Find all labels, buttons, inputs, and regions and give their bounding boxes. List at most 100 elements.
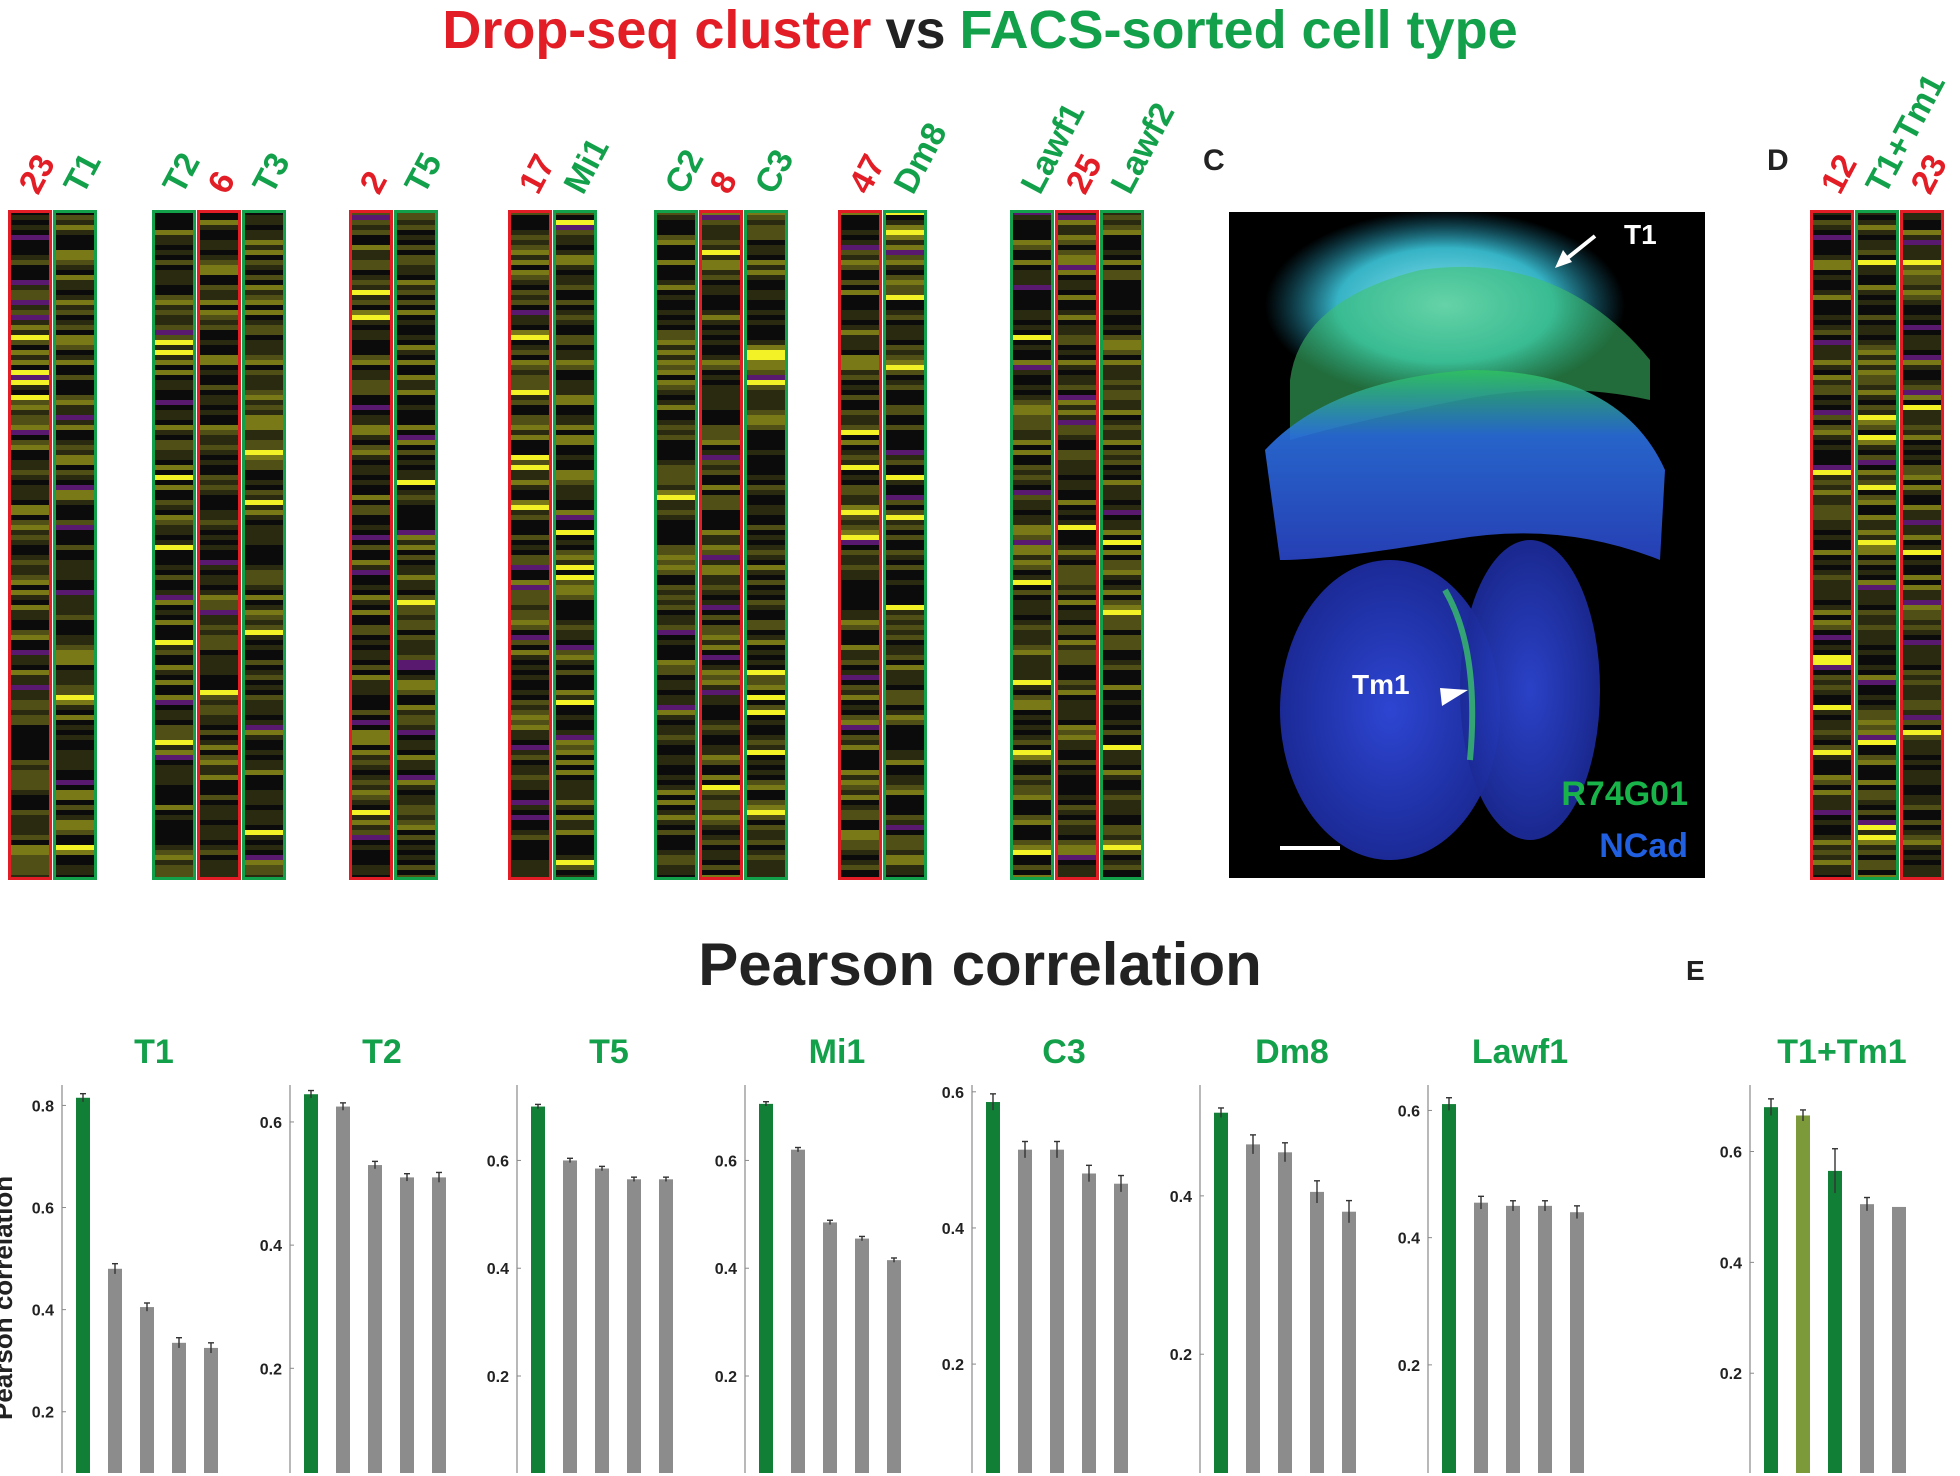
heatmap-gene-row xyxy=(654,215,698,220)
heatmap-gene-row xyxy=(508,640,552,645)
heatmap-gene-row xyxy=(1100,340,1144,345)
heatmap-gene-row xyxy=(699,820,743,825)
heatmap-gene-row xyxy=(553,335,597,340)
heatmap-gene-row xyxy=(508,675,552,680)
heatmap-gene-row xyxy=(1810,660,1854,665)
heatmap-column: T5 xyxy=(394,147,450,880)
heatmap-gene-row xyxy=(8,430,52,435)
heatmap-gene-row xyxy=(1810,385,1854,390)
heatmap-gene-row xyxy=(553,830,597,835)
heatmap-gene-row xyxy=(553,355,597,360)
heatmap-gene-row xyxy=(883,785,927,790)
heatmap-gene-row xyxy=(654,385,698,390)
heatmap-gene-row xyxy=(1900,830,1944,835)
heatmap-gene-row xyxy=(1055,810,1099,815)
heatmap-gene-row xyxy=(8,470,52,475)
heatmap-gene-row xyxy=(8,660,52,665)
heatmap-gene-row xyxy=(1100,505,1144,510)
heatmap-gene-row xyxy=(1100,485,1144,490)
heatmap-gene-row xyxy=(394,600,438,605)
heatmap-gene-row xyxy=(152,540,196,545)
heatmap-gene-row xyxy=(242,630,286,635)
heatmap-gene-row xyxy=(1810,400,1854,405)
heatmap-gene-row xyxy=(1100,825,1144,830)
heatmap-gene-row xyxy=(1010,385,1054,390)
heatmap-gene-row xyxy=(508,480,552,485)
heatmap-gene-row xyxy=(654,345,698,350)
heatmap-gene-row xyxy=(883,675,927,680)
heatmap-gene-row xyxy=(883,500,927,505)
heatmap-gene-row xyxy=(883,380,927,385)
heatmap-gene-row xyxy=(553,740,597,745)
title-drop-seq: Drop-seq cluster xyxy=(442,0,871,60)
heatmap-gene-row xyxy=(8,290,52,295)
heatmap-column: Lawf1 xyxy=(1010,97,1092,880)
heatmap-gene-row xyxy=(1055,715,1099,720)
heatmap-gene-row xyxy=(1855,580,1899,585)
heatmap-gene-row xyxy=(654,700,698,705)
heatmap-gene-row xyxy=(1010,750,1054,755)
heatmap-gene-row xyxy=(8,690,52,695)
heatmap-gene-row xyxy=(1010,790,1054,795)
y-tick-label: 0.6 xyxy=(942,1085,964,1102)
heatmap-gene-row xyxy=(8,555,52,560)
heatmap-gene-row xyxy=(744,810,788,815)
heatmap-gene-row xyxy=(1010,465,1054,470)
heatmap-gene-row xyxy=(1010,755,1054,760)
heatmap-gene-row xyxy=(1010,470,1054,475)
heatmap-gene-row xyxy=(1100,850,1144,855)
heatmap-gene-row xyxy=(8,475,52,480)
heatmap-gene-row xyxy=(838,425,882,430)
heatmap-gene-row xyxy=(1055,395,1099,400)
y-tick-label: 0.2 xyxy=(1398,1358,1420,1375)
heatmap-gene-row xyxy=(394,645,438,650)
heatmap-gene-row xyxy=(394,680,438,685)
heatmap-gene-row xyxy=(242,575,286,580)
heatmap-gene-row xyxy=(654,365,698,370)
heatmap-gene-row xyxy=(1855,625,1899,630)
heatmap-gene-row xyxy=(744,235,788,240)
heatmap-gene-row xyxy=(838,465,882,470)
heatmap-gene-row xyxy=(1010,560,1054,565)
heatmap-gene-row xyxy=(53,815,97,820)
heatmap-gene-row xyxy=(654,815,698,820)
heatmap-gene-row xyxy=(53,865,97,870)
heatmap-gene-row xyxy=(1055,325,1099,330)
heatmap-gene-row xyxy=(242,320,286,325)
heatmap-gene-row xyxy=(838,410,882,415)
heatmap-gene-row xyxy=(349,865,393,870)
heatmap-gene-row xyxy=(53,455,97,460)
heatmap-gene-row xyxy=(1900,630,1944,635)
heatmap-gene-row xyxy=(553,485,597,490)
heatmap-column-border xyxy=(1900,210,1944,880)
heatmap-column: T3 xyxy=(242,147,298,880)
heatmap-gene-row xyxy=(349,785,393,790)
heatmap-gene-row xyxy=(1855,525,1899,530)
heatmap-gene-row xyxy=(744,800,788,805)
heatmap-column-label: T2 xyxy=(156,147,208,200)
heatmap-gene-row xyxy=(152,525,196,530)
heatmap-gene-row xyxy=(1900,280,1944,285)
heatmap-gene-row xyxy=(349,655,393,660)
heatmap-gene-row xyxy=(553,230,597,235)
heatmap-gene-row xyxy=(53,525,97,530)
heatmap-gene-row xyxy=(508,320,552,325)
heatmap-gene-row xyxy=(1100,830,1144,835)
heatmap-gene-row xyxy=(53,850,97,855)
heatmap-gene-row xyxy=(1855,300,1899,305)
heatmap-column: 12 xyxy=(1810,149,1865,880)
heatmap-column: 25 xyxy=(1055,149,1110,880)
heatmap-gene-row xyxy=(883,820,927,825)
heatmap-gene-row xyxy=(197,260,241,265)
lobula-region xyxy=(1280,560,1500,860)
heatmap-gene-row xyxy=(654,865,698,870)
heatmap-gene-row xyxy=(1810,720,1854,725)
heatmap-gene-row xyxy=(1100,600,1144,605)
heatmap-gene-row xyxy=(838,775,882,780)
heatmap-gene-row xyxy=(699,265,743,270)
heatmap-gene-row xyxy=(699,455,743,460)
heatmap-gene-row xyxy=(152,770,196,775)
heatmap-gene-row xyxy=(654,465,698,470)
heatmap-gene-row xyxy=(1810,345,1854,350)
heatmap-gene-row xyxy=(197,580,241,585)
